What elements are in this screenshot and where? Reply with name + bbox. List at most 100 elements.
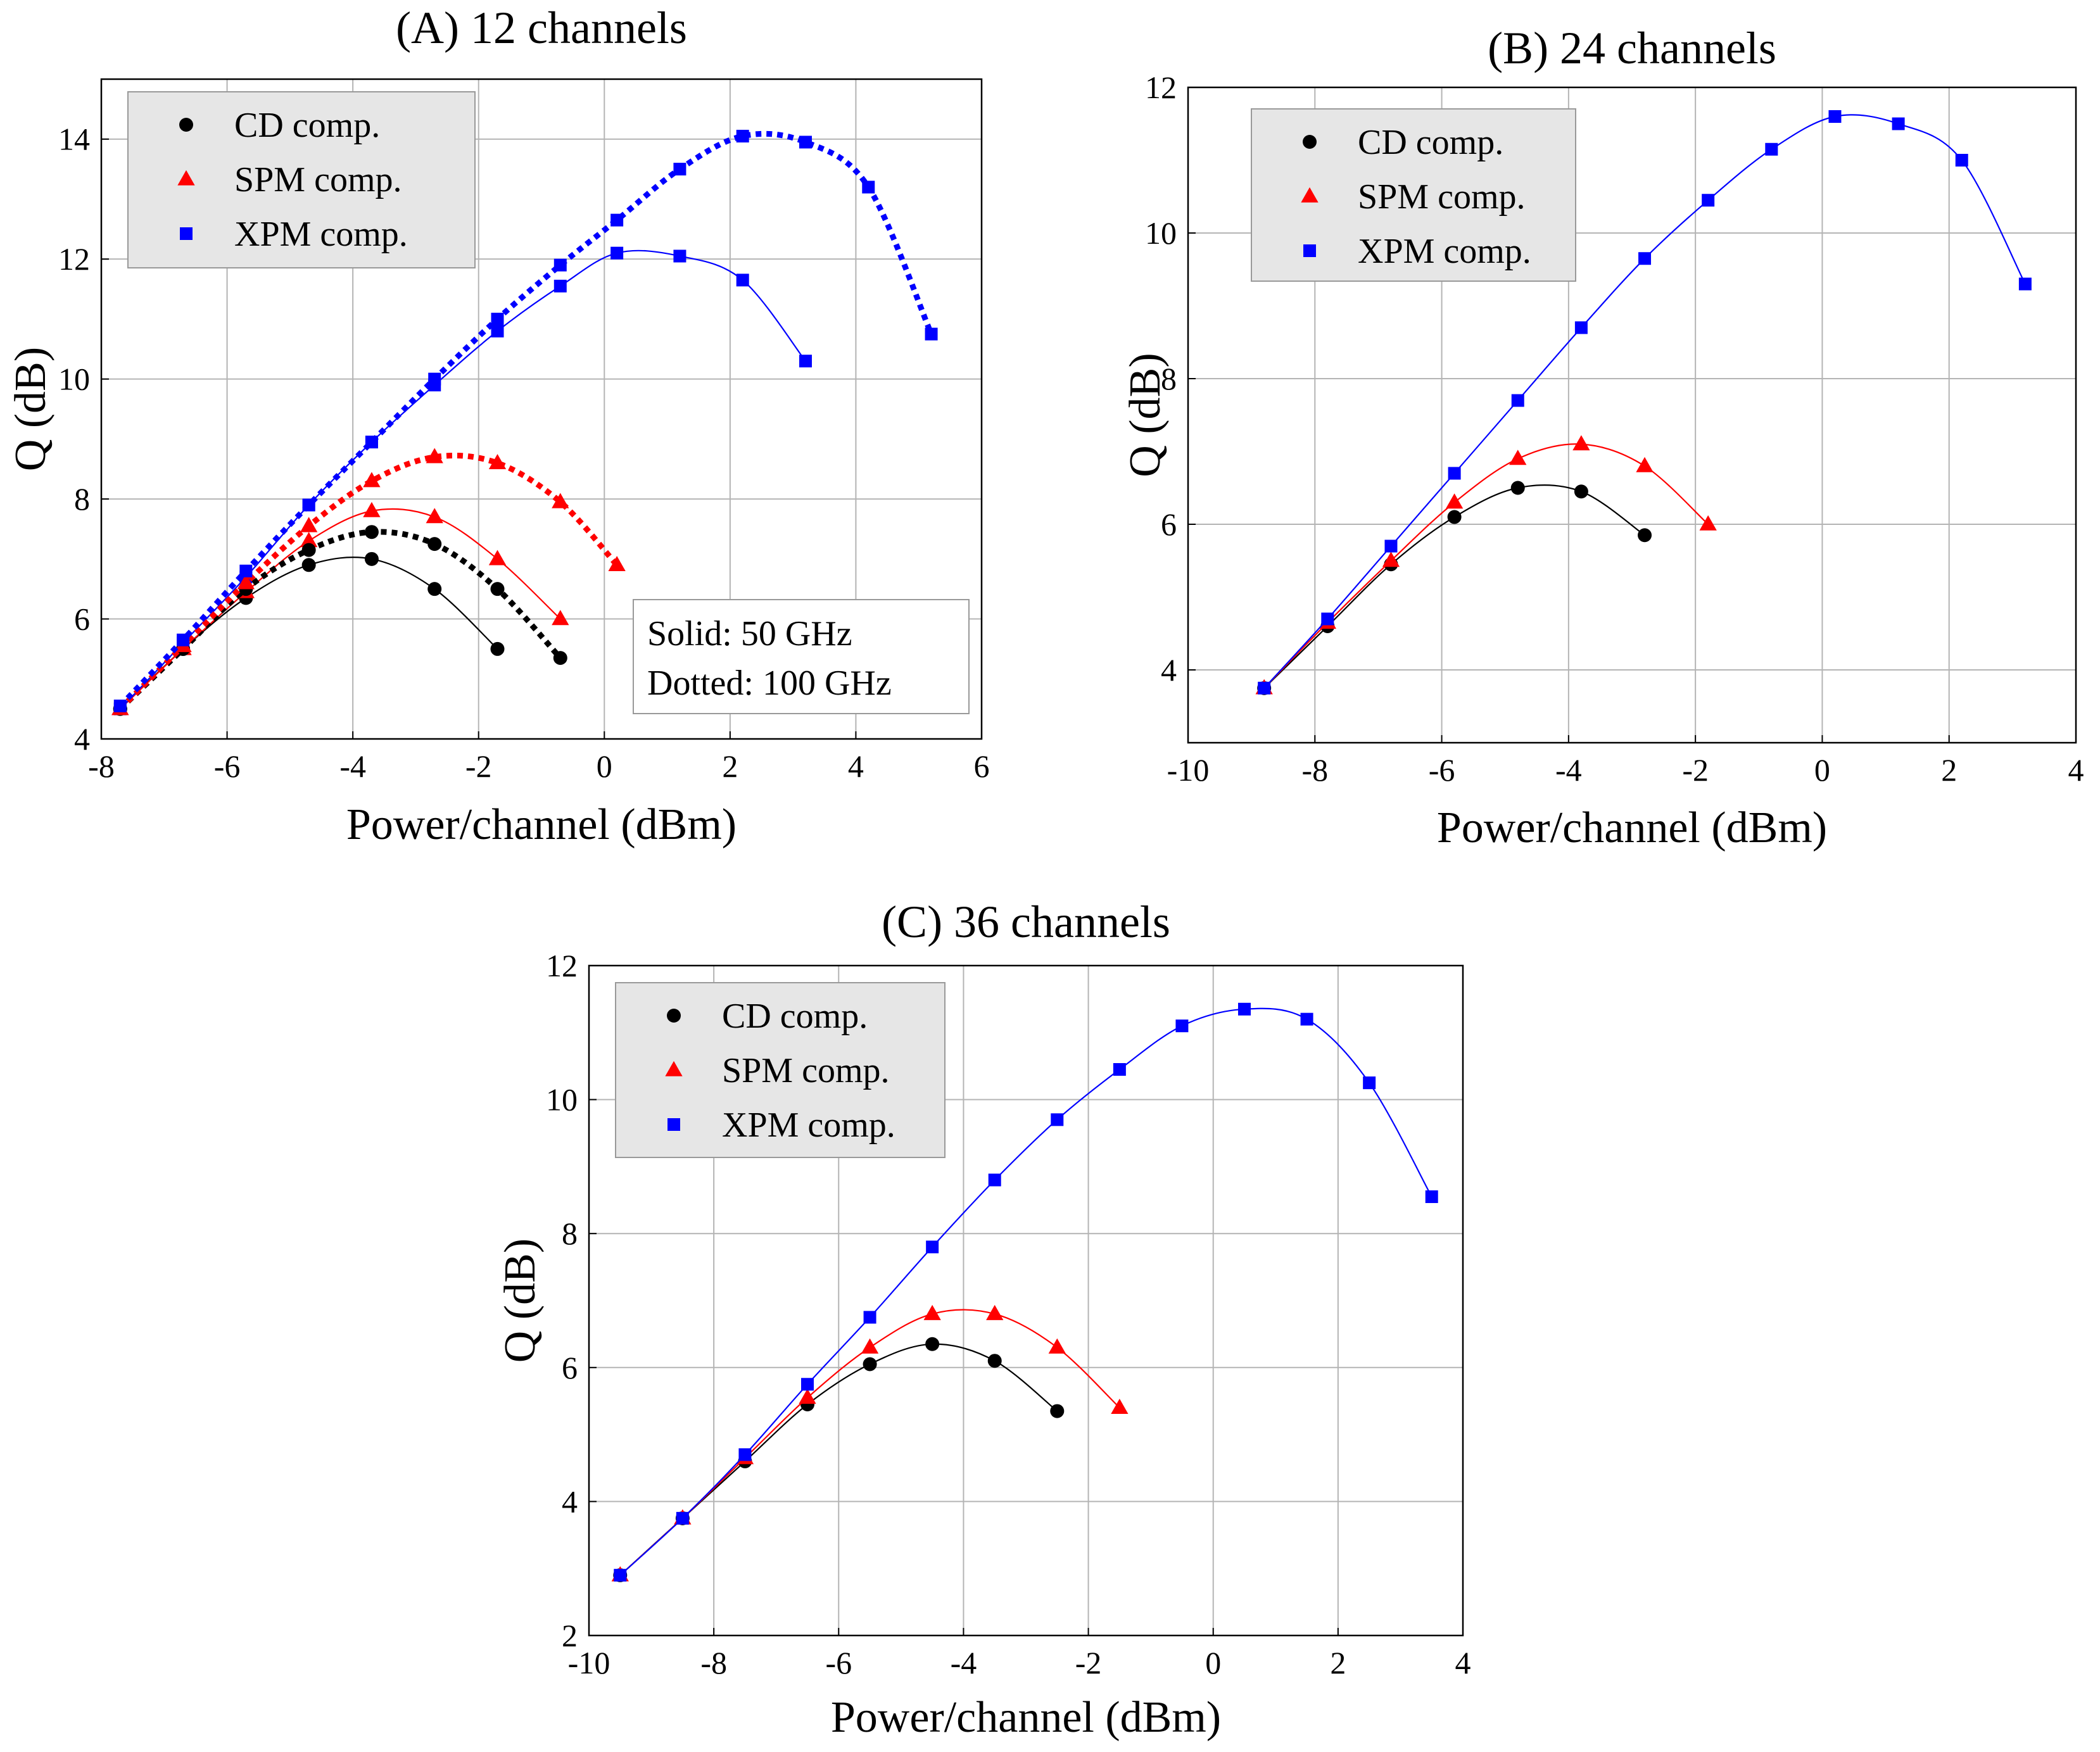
data-point [1238, 1002, 1251, 1016]
data-point [861, 1338, 879, 1354]
legend: CD comp. SPM comp. XPM comp. [1251, 108, 1576, 282]
y-tick-label: 2 [562, 1618, 578, 1653]
y-tick-label: 14 [58, 122, 90, 157]
data-point [738, 1448, 752, 1461]
data-point [239, 564, 253, 577]
data-point [1638, 528, 1652, 543]
data-point [491, 312, 504, 325]
legend-marker-spm [177, 170, 195, 186]
x-axis-label: Power/channel (dBm) [1437, 804, 1827, 852]
y-tick-label: 4 [562, 1484, 578, 1519]
data-point [1448, 467, 1461, 480]
data-point [1574, 484, 1588, 499]
annotation-box: Solid: 50 GHz Dotted: 100 GHz [633, 599, 970, 714]
data-point [1699, 515, 1717, 531]
x-tick-label: -10 [568, 1645, 610, 1680]
series-dotted-square [113, 129, 938, 712]
data-point [491, 324, 504, 337]
data-point [1574, 321, 1588, 334]
data-point [1051, 1113, 1064, 1126]
data-point [1050, 1404, 1065, 1418]
series-dotted-triangle [111, 448, 626, 715]
series-line [120, 249, 806, 710]
data-point [237, 574, 255, 589]
plot-frame [1187, 86, 2077, 744]
data-point [799, 1389, 816, 1404]
annotation-frame [633, 599, 970, 714]
x-tick-label: -4 [951, 1645, 977, 1680]
x-tick-label: 6 [974, 748, 990, 784]
data-point [1258, 681, 1271, 695]
plot-frame [100, 78, 983, 740]
data-point [427, 537, 442, 551]
data-point [1955, 154, 1968, 167]
legend-marker-cd [667, 1009, 681, 1023]
data-point [673, 249, 686, 263]
data-point [552, 493, 569, 508]
data-point [863, 1311, 876, 1324]
data-point [614, 1568, 627, 1582]
data-point [1382, 551, 1400, 567]
data-point [301, 558, 316, 572]
x-tick-label: 0 [1205, 1645, 1221, 1680]
legend-marker-xpm [180, 227, 193, 240]
data-point [364, 525, 379, 539]
x-axis-label: Power/channel (dBm) [346, 800, 737, 849]
legend-marker-xpm [1303, 244, 1316, 257]
data-point [1111, 1398, 1129, 1415]
data-point [490, 582, 505, 596]
data-point [863, 1357, 877, 1371]
legend-marker-xpm [667, 1118, 680, 1131]
y-tick-label: 6 [562, 1350, 578, 1385]
data-point [1828, 110, 1842, 123]
x-tick-label: -8 [1301, 752, 1328, 788]
y-tick-label: 8 [1161, 361, 1177, 396]
data-point [427, 582, 442, 596]
data-point [799, 355, 812, 368]
data-point [1510, 481, 1525, 495]
plot-frame [588, 964, 1464, 1637]
data-point [862, 180, 875, 194]
data-point [301, 543, 316, 557]
data-point [986, 1304, 1004, 1320]
data-point [552, 610, 569, 626]
data-point [1425, 1190, 1438, 1204]
x-tick-label: -6 [1429, 752, 1455, 788]
data-point [1892, 117, 1905, 130]
y-tick-label: 6 [74, 602, 90, 637]
data-point [488, 550, 507, 565]
x-tick-label: -8 [88, 748, 115, 784]
y-tick-label: 8 [74, 481, 90, 517]
x-tick-label: 2 [722, 748, 738, 784]
y-tick-label: 12 [546, 948, 578, 983]
data-point [177, 633, 190, 646]
x-tick-label: -4 [1555, 752, 1582, 788]
y-tick-label: 4 [1161, 652, 1177, 688]
legend-label-spm: SPM comp. [234, 160, 402, 199]
chart-title: (A) 12 channels [396, 3, 687, 53]
series-line [118, 130, 934, 708]
legend: CD comp. SPM comp. XPM comp. [615, 982, 946, 1158]
legend-label-cd: CD comp. [722, 997, 868, 1036]
data-point [1321, 612, 1334, 626]
x-tick-label: -2 [1682, 752, 1709, 788]
data-point [1447, 510, 1462, 524]
data-point [113, 699, 127, 712]
data-point [363, 472, 381, 488]
data-point [1300, 1012, 1313, 1026]
annotation-line: Dotted: 100 GHz [647, 664, 892, 703]
y-tick-label: 12 [58, 241, 90, 277]
data-point [1175, 1019, 1189, 1033]
data-point [1572, 435, 1590, 451]
data-point [1765, 142, 1778, 156]
data-point [610, 246, 624, 260]
data-point [1511, 394, 1524, 407]
data-point [988, 1173, 1001, 1187]
data-point [1363, 1076, 1376, 1090]
y-tick-label: 4 [74, 721, 90, 757]
data-point [610, 213, 624, 227]
data-point [426, 448, 443, 463]
data-point [302, 498, 315, 512]
data-point [1445, 493, 1464, 509]
